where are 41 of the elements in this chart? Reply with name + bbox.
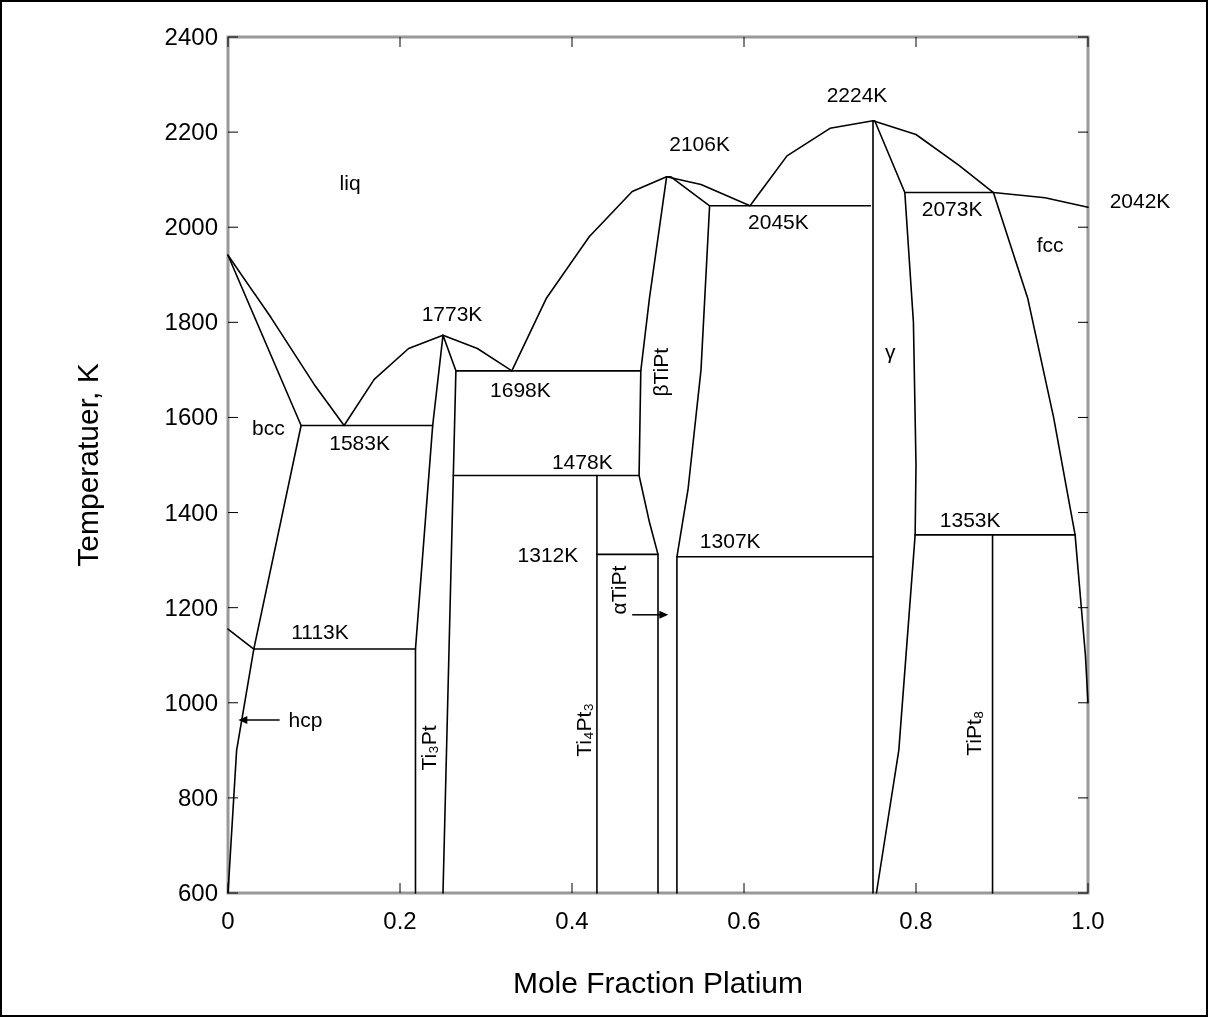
annotation: 2224K bbox=[826, 82, 888, 106]
annotation: hcp bbox=[288, 707, 323, 731]
y-tick-label: 1200 bbox=[164, 593, 218, 621]
annotation: γ bbox=[884, 340, 896, 364]
y-tick-label: 1000 bbox=[164, 688, 218, 716]
x-tick-label: 1.0 bbox=[1071, 907, 1105, 934]
annotation: 1698K bbox=[490, 377, 551, 401]
annotation: bcc bbox=[252, 415, 285, 439]
annotation: 2042K bbox=[1109, 189, 1171, 213]
annotation: 2045K bbox=[748, 209, 809, 233]
y-axis-title: Temperatuer, K bbox=[71, 363, 104, 567]
annotation: Ti₄Pt₃ bbox=[572, 703, 596, 757]
x-tick-label: 0 bbox=[221, 907, 235, 934]
x-tick-label: 0.6 bbox=[727, 907, 761, 934]
y-tick-label: 1600 bbox=[164, 403, 218, 431]
x-tick-label: 0.4 bbox=[555, 907, 589, 934]
annotation: 1353K bbox=[939, 507, 1001, 531]
y-tick-label: 2400 bbox=[164, 23, 218, 50]
x-axis-title: Mole Fraction Platium bbox=[512, 966, 804, 999]
annotation: TiPt₈ bbox=[961, 710, 985, 756]
annotation: 1113K bbox=[291, 620, 349, 644]
annotation: αTiPt bbox=[606, 565, 630, 615]
y-tick-label: 800 bbox=[177, 783, 218, 811]
annotation: 1773K bbox=[421, 302, 483, 326]
x-tick-label: 0.2 bbox=[383, 907, 417, 934]
annotation: 1307K bbox=[699, 528, 761, 552]
y-tick-label: 1400 bbox=[164, 498, 218, 526]
y-tick-label: 1800 bbox=[164, 308, 218, 336]
annotation: Ti₃Pt bbox=[417, 725, 441, 771]
annotation: 1478K bbox=[551, 450, 613, 474]
annotation: 1583K bbox=[329, 430, 390, 454]
annotation: fcc bbox=[1036, 233, 1064, 257]
y-tick-label: 2000 bbox=[164, 213, 218, 241]
annotation: 2106K bbox=[669, 131, 730, 155]
y-tick-label: 2200 bbox=[164, 118, 218, 146]
x-tick-label: 0.8 bbox=[899, 907, 933, 934]
annotation: 1312K bbox=[517, 543, 579, 567]
y-tick-label: 600 bbox=[177, 879, 218, 906]
annotation: liq bbox=[339, 171, 361, 194]
annotation: 2073K bbox=[921, 196, 983, 220]
annotation: βTiPt bbox=[648, 347, 672, 397]
